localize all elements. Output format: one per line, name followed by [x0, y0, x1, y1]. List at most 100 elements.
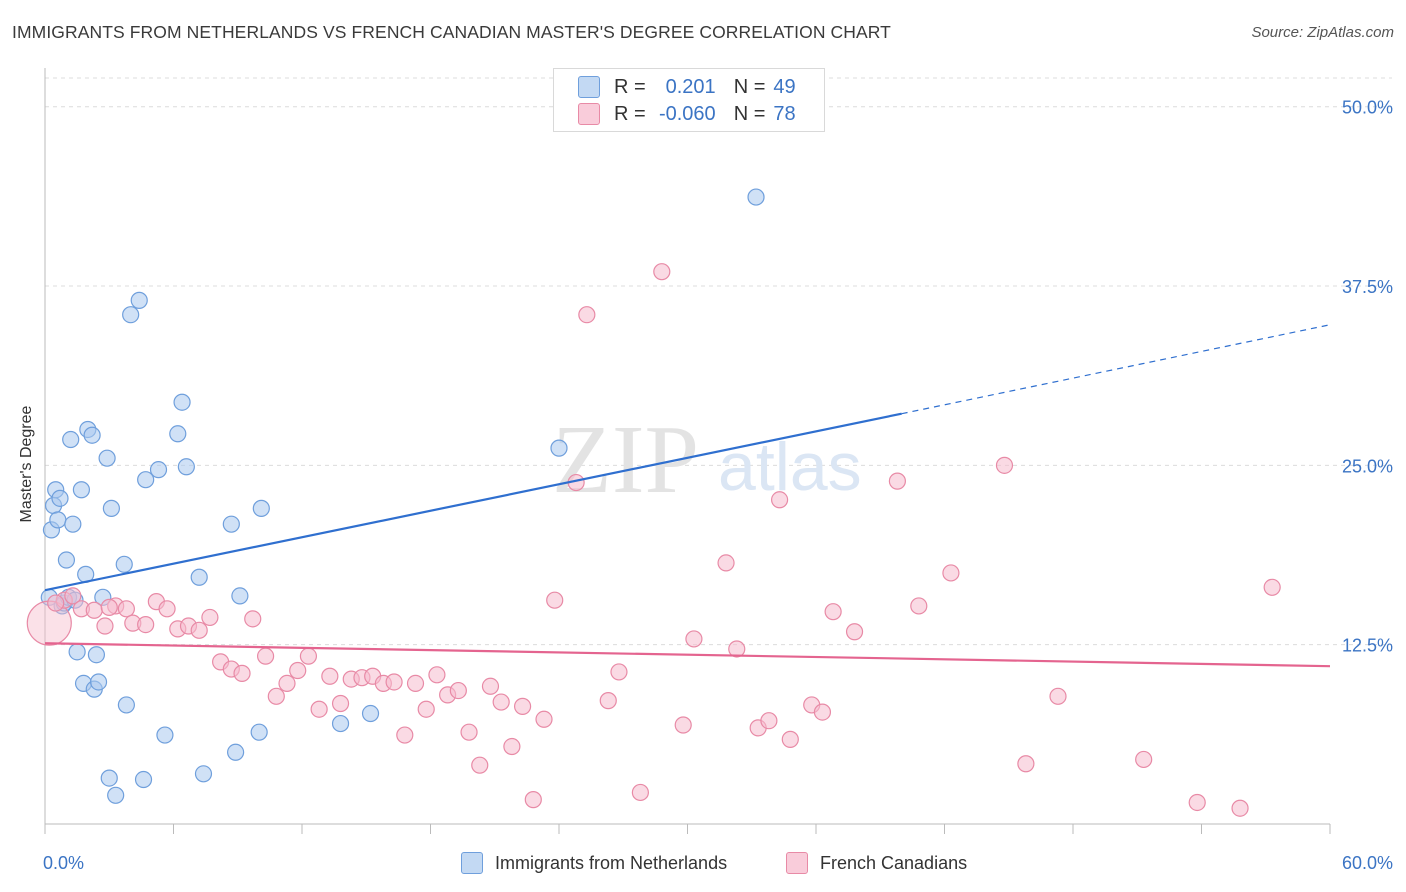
netherlands-point [134, 770, 153, 789]
legend-swatch-blue [461, 852, 483, 874]
french-canadian-point [535, 710, 553, 728]
legend-swatch-blue [578, 76, 600, 98]
french-canadian-point [653, 263, 671, 281]
netherlands-point [51, 489, 69, 507]
trend-lines [44, 324, 1331, 668]
netherlands-point [62, 430, 80, 449]
legend-item-netherlands[interactable]: Immigrants from Netherlands [461, 852, 727, 874]
netherlands-point [550, 439, 568, 457]
french-canadian-point [331, 694, 350, 713]
legend-row-french-canadians: R = -0.060 N = 78 [578, 102, 796, 126]
french-canadian-point [117, 600, 135, 618]
netherlands-point [173, 393, 191, 411]
french-canadian-point [524, 791, 542, 809]
french-canadian-point [1263, 578, 1281, 596]
french-canadian-point [813, 703, 832, 721]
french-canadian-point [503, 737, 521, 756]
netherlands-point [117, 696, 135, 714]
netherlands-point [68, 643, 86, 661]
netherlands-point [57, 551, 76, 569]
netherlands-point [72, 481, 91, 499]
correlation-legend: R = 0.201 N = 49 R = -0.060 N = 78 [553, 68, 825, 132]
french-canadian-point [321, 667, 339, 685]
netherlands-point [64, 515, 82, 533]
legend-item-french-canadians[interactable]: French Canadians [786, 852, 967, 874]
french-canadian-point [310, 700, 328, 718]
french-canadian-point [770, 491, 789, 509]
french-canadian-point [781, 730, 799, 748]
french-canadian-point [717, 554, 735, 572]
netherlands-point [100, 769, 118, 787]
y-axis-label: Master's Degree [18, 405, 35, 523]
french-canadian-point [674, 716, 692, 734]
french-canadian-point [824, 603, 842, 621]
french-canadian-point [728, 640, 746, 658]
netherlands-point [49, 511, 67, 529]
y-tick-label: 37.5% [1342, 277, 1393, 297]
french-canadian-point [267, 687, 285, 705]
french-canadian-point [278, 674, 296, 693]
french-canadian-point [910, 597, 928, 615]
french-canadian-point [100, 598, 118, 616]
netherlands-point [190, 568, 208, 586]
netherlands-point [89, 673, 108, 691]
netherlands-point [747, 188, 765, 206]
netherlands-point [250, 723, 268, 741]
french-canadian-point [1135, 750, 1153, 769]
watermark: ZIP atlas [552, 406, 862, 514]
french-canadian-point [299, 647, 318, 665]
french-canadian-point [244, 610, 262, 628]
n-value: 78 [773, 102, 796, 125]
netherlands-point [98, 449, 116, 467]
legend-swatch-pink [786, 852, 808, 874]
french-canadian-point [546, 591, 564, 609]
french-canadian-point [599, 692, 617, 710]
legend-row-netherlands: R = 0.201 N = 49 [578, 75, 796, 99]
n-label: N = [733, 75, 766, 98]
netherlands-point [156, 726, 174, 744]
french-canadian-point [610, 663, 628, 681]
netherlands-trend-extension [901, 324, 1331, 415]
r-label: R = [614, 102, 646, 125]
french-canadian-point [449, 681, 467, 700]
french-canadian-point [513, 697, 532, 715]
french-canadian-point [256, 647, 275, 665]
n-label: N = [733, 102, 766, 125]
french-canadian-point [1017, 755, 1035, 773]
french-canadian-point [289, 661, 307, 680]
y-tick-label: 25.0% [1342, 456, 1393, 476]
french-canadian-point [1188, 793, 1206, 812]
french-canadian-point [1231, 799, 1249, 817]
french-canadian-point [406, 674, 425, 693]
netherlands-point [83, 426, 101, 444]
french-canadian-trend-line [44, 642, 1331, 668]
netherlands-point [107, 786, 125, 804]
r-value: 0.201 [665, 75, 716, 98]
french-canadian-point [460, 723, 478, 741]
netherlands-point [102, 499, 120, 517]
series-legend: Immigrants from Netherlands French Canad… [0, 852, 1406, 878]
french-canadian-point [47, 594, 65, 612]
y-tick-label: 12.5% [1342, 636, 1393, 656]
french-canadian-point [85, 601, 103, 619]
axes [44, 68, 1331, 834]
chart-title: IMMIGRANTS FROM NETHERLANDS VS FRENCH CA… [12, 22, 891, 42]
netherlands-point [231, 587, 249, 605]
french-canadian-point [631, 783, 649, 802]
netherlands-point [122, 306, 140, 324]
french-canadian-point [201, 608, 219, 627]
french-canadian-point [428, 666, 446, 684]
netherlands-point [115, 555, 133, 573]
french-canadian-point [888, 472, 906, 490]
r-label: R = [614, 75, 646, 98]
french-canadian-point [396, 726, 414, 744]
french-canadian-point [96, 617, 114, 635]
french-canadian-point [995, 456, 1014, 474]
netherlands-point [87, 646, 106, 664]
legend-label: French Canadians [820, 852, 968, 873]
netherlands-point [222, 515, 240, 533]
x-tick-label: 60.0% [1342, 853, 1393, 873]
netherlands-point [169, 425, 187, 443]
y-tick-label: 50.0% [1342, 98, 1393, 118]
